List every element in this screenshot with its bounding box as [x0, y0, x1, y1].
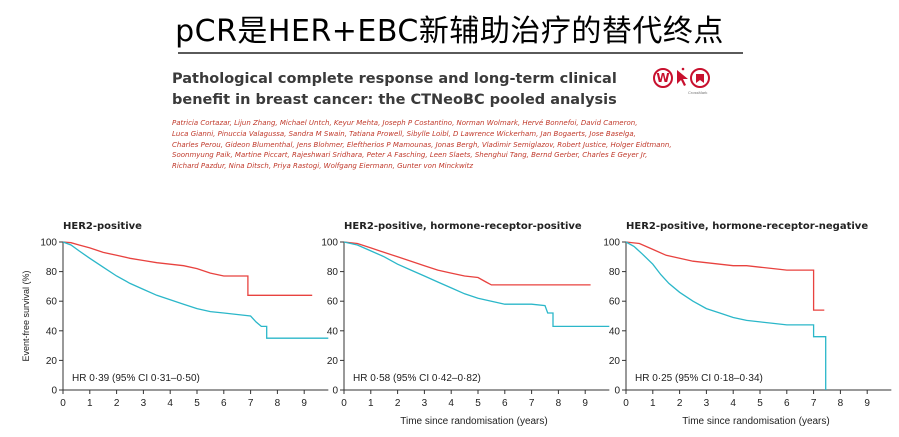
x-tick-label: 7: [529, 398, 535, 409]
y-axis-label: Event-free survival (%): [21, 270, 31, 361]
panel-title: HER2-positive, hormone-receptor-positive: [344, 221, 582, 232]
y-tick-label: 0: [51, 386, 57, 397]
x-tick-label: 9: [301, 398, 307, 409]
y-tick-label: 80: [609, 267, 621, 278]
x-tick-label: 8: [275, 398, 281, 409]
x-tick-label: 8: [838, 398, 844, 409]
author-line: Charles Perou, Gideon Blumenthal, Jens B…: [172, 140, 672, 149]
paper-title-line-2: benefit in breast cancer: the CTNeoBC po…: [172, 92, 617, 108]
x-tick-label: 7: [811, 398, 817, 409]
panel-title: HER2-positive, hormone-receptor-negative: [626, 221, 868, 232]
slide-title: pCR是HER+EBC新辅助治疗的替代终点: [175, 14, 724, 49]
x-tick-label: 0: [623, 398, 629, 409]
x-axis-label: Time since randomisation (years): [682, 416, 829, 427]
x-tick-label: 0: [341, 398, 347, 409]
panel-title: HER2-positive: [63, 221, 142, 232]
y-tick-label: 20: [327, 356, 339, 367]
x-axis-label: Time since randomisation (years): [400, 416, 547, 427]
y-tick-label: 60: [46, 297, 58, 308]
paper-title-line-1: Pathological complete response and long-…: [172, 71, 617, 87]
y-tick-label: 80: [327, 267, 339, 278]
y-tick-label: 100: [321, 238, 338, 249]
x-tick-label: 5: [194, 398, 200, 409]
pcr-survival-curve: [343, 241, 591, 286]
author-list: Patricia Cortazar, Lijun Zhang, Michael …: [172, 118, 672, 172]
author-line: Richard Pazdur, Nina Ditsch, Priya Rasto…: [172, 162, 474, 171]
pcr-survival-curve: [625, 241, 825, 311]
x-tick-label: 9: [864, 398, 870, 409]
y-tick-label: 40: [46, 326, 58, 337]
x-tick-label: 0: [60, 398, 66, 409]
author-line: Patricia Cortazar, Lijun Zhang, Michael …: [172, 119, 638, 127]
x-tick-label: 3: [141, 398, 147, 409]
pcr-survival-curve: [62, 241, 313, 296]
author-line: Luca Gianni, Pinuccia Valagussa, Sandra …: [172, 129, 636, 138]
x-tick-label: 2: [114, 398, 120, 409]
x-tick-label: 1: [650, 398, 656, 409]
x-tick-label: 4: [448, 398, 454, 409]
x-tick-label: 3: [704, 398, 710, 409]
y-tick-label: 0: [614, 386, 620, 397]
x-tick-label: 6: [784, 398, 790, 409]
x-tick-label: 7: [248, 398, 254, 409]
hazard-ratio-label: HR 0·39 (95% CI 0·31–0·50): [72, 373, 200, 384]
x-tick-label: 1: [87, 398, 93, 409]
y-tick-label: 100: [603, 238, 620, 249]
y-tick-label: 0: [332, 386, 338, 397]
cursor-icon: [677, 67, 688, 86]
x-tick-label: 2: [677, 398, 683, 409]
y-tick-label: 40: [609, 326, 621, 337]
x-tick-label: 8: [556, 398, 562, 409]
x-tick-label: 2: [395, 398, 401, 409]
y-tick-label: 40: [327, 326, 339, 337]
title-underline: [178, 52, 743, 54]
hazard-ratio-label: HR 0·25 (95% CI 0·18–0·34): [635, 373, 763, 384]
no-pcr-survival-curve: [343, 241, 610, 328]
paper-title: Pathological complete response and long-…: [172, 69, 642, 111]
x-tick-label: 5: [757, 398, 763, 409]
y-tick-label: 80: [46, 267, 58, 278]
x-tick-label: 4: [730, 398, 736, 409]
x-tick-label: 5: [475, 398, 481, 409]
crossmark-label: CrossMark: [688, 90, 708, 95]
y-tick-label: 20: [46, 356, 58, 367]
no-pcr-survival-curve: [62, 241, 329, 339]
x-tick-label: 4: [167, 398, 173, 409]
y-tick-label: 20: [609, 356, 621, 367]
crossmark-icon: [690, 68, 710, 88]
y-tick-label: 60: [609, 297, 621, 308]
x-tick-label: 3: [422, 398, 428, 409]
x-tick-label: 9: [582, 398, 588, 409]
no-pcr-survival-curve: [625, 241, 827, 390]
y-tick-label: 60: [327, 297, 339, 308]
x-tick-label: 1: [368, 398, 374, 409]
author-line: Soonmyung Paik, Martine Piccart, Rajeshw…: [172, 151, 648, 160]
x-tick-label: 6: [221, 398, 227, 409]
x-tick-label: 6: [502, 398, 508, 409]
lancet-w-icon: W: [653, 68, 673, 88]
y-tick-label: 100: [40, 238, 57, 249]
hazard-ratio-label: HR 0·58 (95% CI 0·42–0·82): [353, 373, 481, 384]
